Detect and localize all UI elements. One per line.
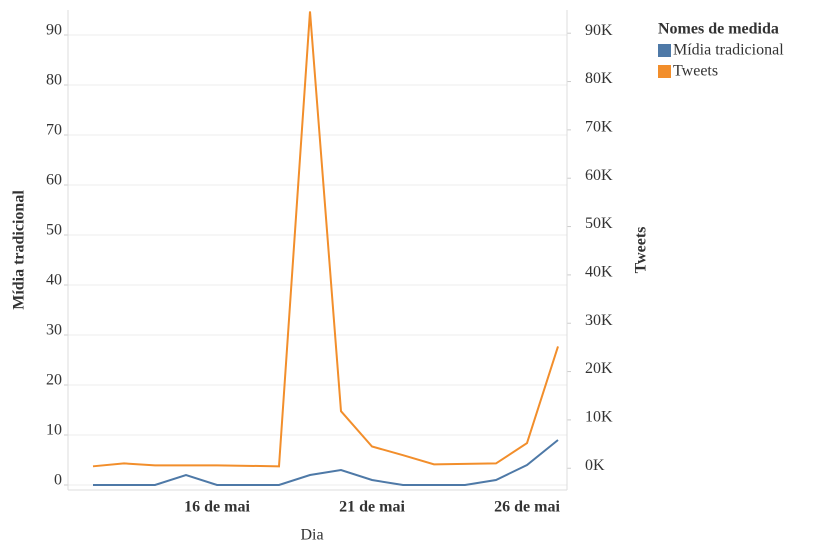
- x-tick-label: 21 de mai: [339, 499, 405, 516]
- y-tick-label: 20: [46, 372, 62, 389]
- y2-tick-label: 10K: [585, 409, 613, 426]
- y-tick-label: 60: [46, 172, 62, 189]
- y-tick-label: 40: [46, 272, 62, 289]
- x-tick-label: 16 de mai: [184, 499, 250, 516]
- series-line: [93, 439, 559, 486]
- y-tick-label: 70: [46, 122, 62, 139]
- y2-tick-label: 80K: [585, 70, 613, 87]
- legend-label: Mídia tradicional: [673, 42, 784, 59]
- y2-tick-label: 30K: [585, 312, 613, 329]
- y-tick-label: 80: [46, 72, 62, 89]
- legend-label: Tweets: [673, 63, 718, 80]
- y-tick-label: 30: [46, 322, 62, 339]
- y-axis-title: Mídia tradicional: [11, 190, 28, 310]
- y2-tick-label: 40K: [585, 264, 613, 281]
- series-line: [92, 11, 559, 468]
- y2-tick-label: 0K: [585, 457, 605, 474]
- legend-swatch: [658, 65, 671, 78]
- y-tick-label: 10: [46, 422, 62, 439]
- x-tick-label: 26 de mai: [494, 499, 560, 516]
- x-axis-title: Dia: [300, 527, 323, 544]
- y2-tick-label: 50K: [585, 215, 613, 232]
- y-tick-label: 90: [46, 22, 62, 39]
- y2-tick-label: 20K: [585, 360, 613, 377]
- y2-tick-label: 70K: [585, 119, 613, 136]
- y-tick-label: 0: [54, 472, 62, 489]
- y2-tick-label: 60K: [585, 167, 613, 184]
- legend-swatch: [658, 44, 671, 57]
- legend-title: Nomes de medida: [658, 21, 779, 38]
- y-tick-label: 50: [46, 222, 62, 239]
- y2-axis-title: Tweets: [633, 227, 650, 274]
- y2-tick-label: 90K: [585, 22, 613, 39]
